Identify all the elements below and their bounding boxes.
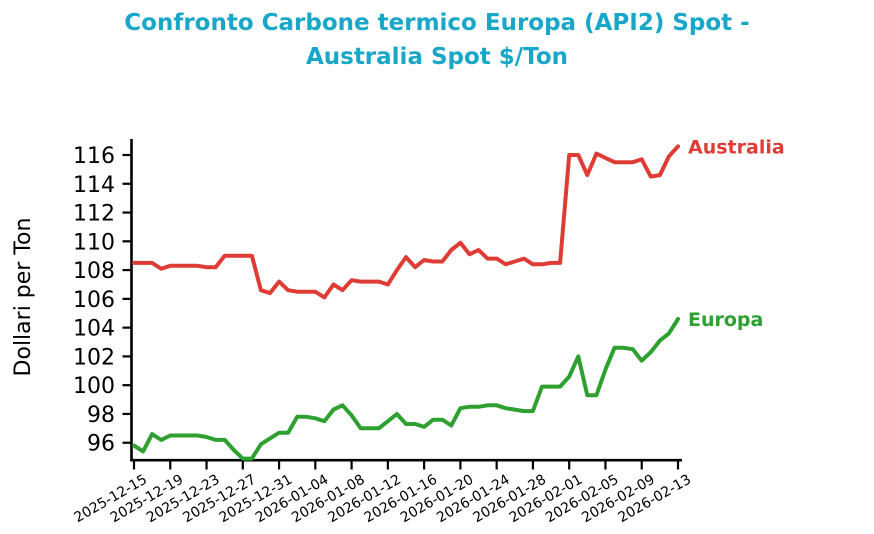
y-tick-label: 100 — [73, 374, 115, 399]
y-tick-label: 114 — [73, 173, 115, 198]
y-axis-label: Dollari per Ton — [11, 218, 36, 377]
y-tick-label: 98 — [87, 403, 115, 428]
y-tick-label: 108 — [73, 259, 115, 284]
y-tick-label: 104 — [73, 317, 115, 342]
chart-title-line-1: Confronto Carbone termico Europa (API2) … — [124, 10, 750, 36]
chart-title: Confronto Carbone termico Europa (API2) … — [0, 6, 874, 74]
series-line-australia — [132, 144, 680, 300]
y-tick-label: 112 — [73, 202, 115, 227]
series-label-australia: Australia — [688, 136, 785, 158]
series-label-europa: Europa — [688, 309, 763, 331]
y-tick-label: 116 — [73, 144, 115, 169]
y-tick-label: 106 — [73, 288, 115, 313]
chart-title-line-2: Australia Spot $/Ton — [305, 44, 569, 70]
y-tick-label: 102 — [73, 345, 115, 370]
series-line-europa — [132, 317, 680, 461]
y-tick-label: 110 — [73, 230, 115, 255]
y-tick-label: 96 — [87, 432, 115, 457]
